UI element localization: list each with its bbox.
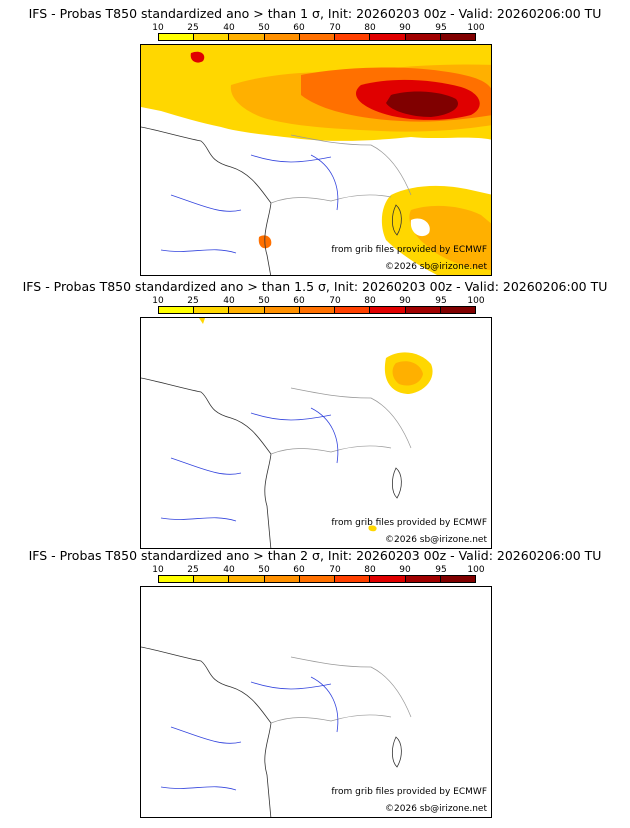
legend-swatch <box>229 576 265 582</box>
legend-swatch <box>335 34 371 40</box>
panel-title: IFS - Probas T850 standardized ano > tha… <box>28 6 602 21</box>
legend-swatch <box>229 307 265 313</box>
legend-tick: 100 <box>467 565 485 575</box>
map-drawing <box>141 45 491 275</box>
legend-swatch <box>370 576 406 582</box>
legend-tick: 50 <box>258 565 270 575</box>
legend-tick-labels: 10 25 40 50 60 70 80 90 95 100 <box>152 565 484 575</box>
legend-tick: 90 <box>399 23 411 33</box>
map-drawing <box>141 646 412 817</box>
color-legend: 10 25 40 50 60 70 80 90 95 100 <box>152 565 485 583</box>
legend-tick: 100 <box>467 23 485 33</box>
legend-swatch <box>335 307 371 313</box>
legend-swatch <box>159 307 195 313</box>
legend-tick: 100 <box>467 296 485 306</box>
legend-tick: 40 <box>223 565 235 575</box>
legend-tick: 40 <box>223 23 235 33</box>
legend-swatch <box>440 576 475 582</box>
map-france: from grib files provided by ECMWF ©2026 … <box>140 44 492 276</box>
legend-swatch <box>440 34 475 40</box>
color-legend: 10 25 40 50 60 70 80 90 95 100 <box>152 23 485 41</box>
legend-tick: 60 <box>293 23 305 33</box>
legend-tick: 60 <box>293 296 305 306</box>
legend-tick: 50 <box>258 296 270 306</box>
legend-swatch <box>264 576 300 582</box>
legend-tick: 70 <box>329 296 341 306</box>
legend-tick: 40 <box>223 296 235 306</box>
panel-title: IFS - Probas T850 standardized ano > tha… <box>28 548 602 563</box>
legend-swatch <box>299 576 336 582</box>
legend-swatch <box>194 576 230 582</box>
legend-tick: 70 <box>329 565 341 575</box>
legend-tick-labels: 10 25 40 50 60 70 80 90 95 100 <box>152 23 484 33</box>
panel-title: IFS - Probas T850 standardized ano > tha… <box>22 279 608 294</box>
legend-swatch <box>159 34 195 40</box>
legend-tick: 80 <box>364 23 376 33</box>
map-france: from grib files provided by ECMWF ©2026 … <box>140 317 492 549</box>
legend-tick: 25 <box>187 23 199 33</box>
map-france: from grib files provided by ECMWF ©2026 … <box>140 586 492 818</box>
legend-tick: 50 <box>258 23 270 33</box>
source-credit: from grib files provided by ECMWF <box>331 518 487 528</box>
legend-swatch <box>405 307 441 313</box>
legend-swatch <box>159 576 195 582</box>
legend-swatch <box>299 307 336 313</box>
legend-tick: 60 <box>293 565 305 575</box>
legend-swatch <box>370 307 406 313</box>
legend-tick: 70 <box>329 23 341 33</box>
legend-swatch <box>194 34 230 40</box>
legend-tick: 10 <box>152 23 164 33</box>
copyright-credit: ©2026 sb@irizone.net <box>385 262 487 272</box>
legend-swatch <box>229 34 265 40</box>
panel-1-5sigma: IFS - Probas T850 standardized ano > tha… <box>0 279 630 549</box>
legend-swatch <box>440 307 475 313</box>
legend-tick: 80 <box>364 565 376 575</box>
legend-tick: 25 <box>187 296 199 306</box>
legend-tick: 25 <box>187 565 199 575</box>
legend-tick: 95 <box>435 296 447 306</box>
copyright-credit: ©2026 sb@irizone.net <box>385 535 487 545</box>
legend-swatch <box>194 307 230 313</box>
legend-swatch <box>405 34 441 40</box>
legend-bar <box>158 575 476 583</box>
legend-tick: 90 <box>399 296 411 306</box>
panel-2sigma: IFS - Probas T850 standardized ano > tha… <box>0 548 630 818</box>
color-legend: 10 25 40 50 60 70 80 90 95 100 <box>152 296 485 314</box>
legend-bar <box>158 33 476 41</box>
map-drawing <box>141 318 433 548</box>
legend-tick: 90 <box>399 565 411 575</box>
legend-swatch <box>405 576 441 582</box>
legend-bar <box>158 306 476 314</box>
legend-tick: 95 <box>435 565 447 575</box>
legend-tick: 95 <box>435 23 447 33</box>
panel-1sigma: IFS - Probas T850 standardized ano > tha… <box>0 6 630 276</box>
legend-swatch <box>370 34 406 40</box>
copyright-credit: ©2026 sb@irizone.net <box>385 804 487 814</box>
legend-tick-labels: 10 25 40 50 60 70 80 90 95 100 <box>152 296 484 306</box>
legend-tick: 10 <box>152 296 164 306</box>
legend-tick: 80 <box>364 296 376 306</box>
legend-swatch <box>299 34 336 40</box>
legend-swatch <box>335 576 371 582</box>
source-credit: from grib files provided by ECMWF <box>331 245 487 255</box>
legend-swatch <box>264 34 300 40</box>
legend-swatch <box>264 307 300 313</box>
source-credit: from grib files provided by ECMWF <box>331 787 487 797</box>
legend-tick: 10 <box>152 565 164 575</box>
